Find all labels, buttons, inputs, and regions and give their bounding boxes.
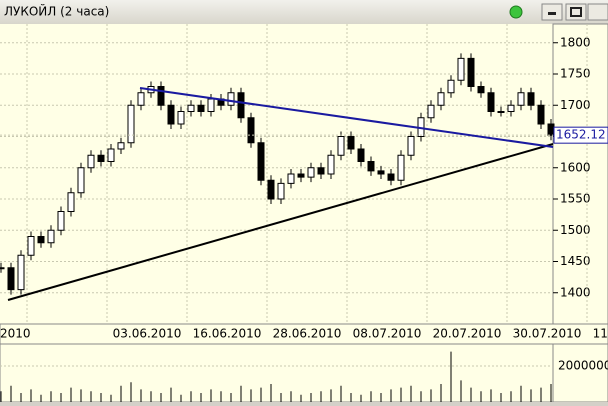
candle-body: [57, 211, 65, 231]
y-tick-label: 1400: [560, 285, 591, 299]
candle-body: [537, 104, 545, 125]
candle-body: [317, 167, 325, 175]
candle-body: [377, 170, 385, 175]
candle-body: [7, 267, 15, 291]
candle-body: [67, 192, 75, 212]
candle-body: [237, 92, 245, 119]
candle-body: [507, 104, 515, 112]
candle-body: [207, 98, 215, 112]
candle-body: [247, 117, 255, 144]
close-button[interactable]: [587, 3, 608, 21]
support-trendline: [7, 143, 554, 301]
candle-body: [27, 236, 35, 256]
x-tick-label: 08.07.2010: [353, 327, 422, 341]
x-tick-label: 20.07.2010: [433, 327, 502, 341]
resistance-trendline: [139, 87, 554, 148]
y-tick-label: 1700: [560, 98, 591, 112]
candle-body: [197, 104, 205, 112]
y-tick-label: 1750: [560, 67, 591, 81]
minimize-glyph: [548, 12, 556, 15]
candle-body: [37, 236, 45, 244]
maximize-glyph: [570, 7, 582, 17]
x-tick-label: 2010: [0, 327, 31, 341]
candle-body: [437, 92, 445, 106]
candle-body: [157, 86, 165, 106]
status-icon: [509, 5, 523, 19]
candle-body: [187, 104, 195, 112]
candle-body: [167, 104, 175, 125]
y-tick-label: 1600: [560, 160, 591, 174]
candle-body: [427, 104, 435, 119]
candle-body: [177, 111, 185, 125]
candle-body: [517, 92, 525, 106]
volume-tick-label: 2000000: [558, 359, 608, 373]
candle-body: [77, 167, 85, 194]
candle-body: [367, 161, 375, 172]
volume-pane: [0, 343, 554, 403]
y-tick-label: 1800: [560, 35, 591, 49]
candle-body: [307, 167, 315, 178]
candle-body: [287, 173, 295, 184]
y-tick-label: 1450: [560, 254, 591, 268]
candle-body: [477, 86, 485, 94]
x-tick-label: 16.06.2010: [193, 327, 262, 341]
x-tick-label: 30.07.2010: [513, 327, 582, 341]
candle-body: [387, 173, 395, 181]
candle-body: [297, 173, 305, 178]
candle-body: [337, 136, 345, 156]
candle-body: [87, 154, 95, 169]
last-price-label: 1652.12: [556, 128, 606, 142]
price-axis: [552, 23, 608, 325]
candle-body: [527, 92, 535, 106]
candle-body: [107, 148, 115, 162]
y-tick-label: 1500: [560, 223, 591, 237]
candle-body: [327, 154, 335, 175]
maximize-button[interactable]: [565, 3, 587, 21]
volume-axis: [552, 343, 608, 403]
candle-body: [0, 267, 5, 270]
x-tick-label: 28.06.2010: [273, 327, 342, 341]
candle-body: [117, 142, 125, 150]
candle-body: [467, 57, 475, 87]
candle-body: [407, 136, 415, 156]
candle-body: [17, 254, 25, 291]
candle-body: [397, 154, 405, 181]
candle-body: [497, 111, 505, 113]
candle-body: [127, 104, 135, 144]
candle-body: [547, 123, 555, 136]
candle-body: [257, 142, 265, 181]
x-tick-label: 03.06.2010: [113, 327, 182, 341]
candle-body: [447, 79, 455, 94]
candle-body: [277, 182, 285, 200]
candle-body: [47, 229, 55, 244]
candle-body: [487, 92, 495, 112]
candle-body: [457, 57, 465, 81]
candle-body: [97, 154, 105, 162]
candle-body: [137, 92, 145, 106]
title-bar: [0, 0, 608, 24]
candle-body: [347, 136, 355, 150]
candle-body: [267, 179, 275, 200]
y-tick-label: 1550: [560, 192, 591, 206]
last-price-box: [553, 126, 608, 144]
candle-body: [357, 148, 365, 162]
window-title: ЛУКОЙЛ (2 часа): [4, 4, 109, 19]
candle-body: [227, 92, 235, 106]
x-tick-label: 11.08.2010: [593, 327, 608, 341]
